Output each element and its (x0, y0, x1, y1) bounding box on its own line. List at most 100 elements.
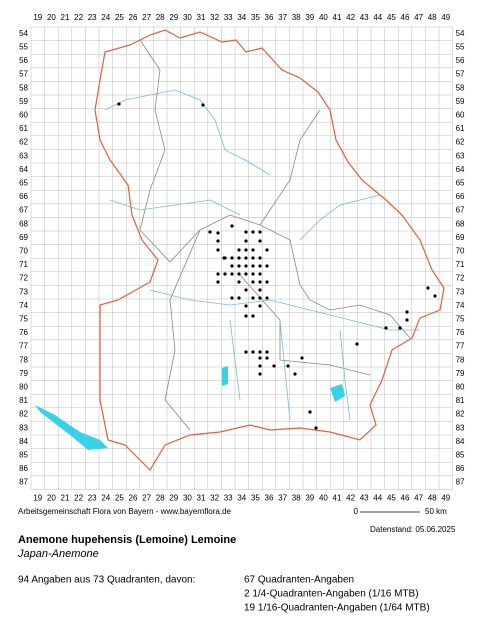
column-label: 37 (278, 13, 287, 22)
row-label: 79 (19, 369, 28, 378)
occurrence-dot (216, 248, 220, 252)
row-label: 70 (456, 247, 465, 256)
row-label: 82 (456, 410, 465, 419)
column-label: 38 (292, 494, 301, 503)
rivers (104, 89, 420, 421)
column-label: 38 (292, 13, 301, 22)
row-label: 59 (456, 97, 465, 106)
occurrence-dot (244, 350, 248, 354)
column-label: 42 (346, 494, 355, 503)
occurrence-dot (244, 264, 248, 268)
column-label: 29 (169, 494, 178, 503)
row-label: 66 (19, 192, 28, 201)
occurrence-dot (258, 304, 262, 308)
column-label: 19 (33, 494, 42, 503)
column-label: 39 (305, 13, 314, 22)
occurrence-dot (398, 326, 402, 330)
row-label: 78 (456, 355, 465, 364)
column-label: 46 (401, 13, 410, 22)
occurrence-dot (208, 230, 212, 234)
column-label: 44 (373, 494, 382, 503)
column-label: 47 (414, 494, 423, 503)
occurrence-dot (300, 356, 304, 360)
occurrence-dot (244, 314, 248, 318)
column-label: 28 (156, 494, 165, 503)
row-label: 69 (19, 233, 28, 242)
row-label: 83 (456, 423, 465, 432)
occurrence-dot (201, 103, 205, 107)
row-label: 73 (19, 287, 28, 296)
occurrence-dot (384, 326, 388, 330)
column-label: 45 (387, 13, 396, 22)
column-label: 47 (414, 13, 423, 22)
detail: 19 1/16-Quadranten-Angaben (1/64 MTB) (244, 603, 430, 614)
column-label: 36 (265, 494, 274, 503)
lake-chiemsee (330, 384, 345, 402)
summary: 94 Angaben aus 73 Quadranten, davon: (18, 575, 195, 586)
occurrence-dot (286, 364, 290, 368)
row-label: 84 (19, 437, 28, 446)
occurrence-dot (258, 230, 262, 234)
row-label: 65 (19, 179, 28, 188)
occurrence-dot (251, 314, 255, 318)
column-label: 32 (210, 13, 219, 22)
column-label: 44 (373, 13, 382, 22)
column-label: 41 (333, 13, 342, 22)
occurrence-dot (265, 280, 269, 284)
detail: 2 1/4-Quadranten-Angaben (1/16 MTB) (244, 589, 419, 600)
row-label: 59 (19, 97, 28, 106)
row-label: 87 (456, 478, 465, 487)
occurrence-dot (251, 296, 255, 300)
row-label: 80 (456, 383, 465, 392)
column-label: 35 (251, 13, 260, 22)
credit: Arbeitsgemeinschaft Flora von Bayern - w… (18, 507, 232, 516)
occurrence-dot (244, 304, 248, 308)
column-label: 27 (142, 494, 151, 503)
column-label: 49 (441, 13, 450, 22)
column-label: 43 (360, 13, 369, 22)
occurrence-dot (258, 296, 262, 300)
occurrence-dot (258, 350, 262, 354)
column-label: 46 (401, 494, 410, 503)
title: Anemone hupehensis (Lemoine) Lemoine (18, 534, 236, 546)
occurrence-dot (244, 239, 248, 243)
occurrence-dot (293, 372, 297, 376)
row-label: 86 (19, 464, 28, 473)
row-label: 63 (19, 151, 28, 160)
occurrence-dot (230, 256, 234, 260)
occurrence-dot (230, 272, 234, 276)
occurrence-dot (308, 410, 312, 414)
row-label: 76 (456, 328, 465, 337)
row-label: 58 (19, 83, 28, 92)
occurrence-dot (237, 264, 241, 268)
column-label: 43 (360, 494, 369, 503)
district-border (139, 39, 411, 431)
row-label: 68 (456, 219, 465, 228)
occurrence-dot (258, 364, 262, 368)
occurrence-dot (258, 239, 262, 243)
row-label: 62 (19, 138, 28, 147)
row-label: 65 (456, 179, 465, 188)
occurrence-dot (258, 272, 262, 276)
lake-ammersee (222, 366, 228, 386)
column-label: 49 (441, 494, 450, 503)
occurrence-dot (244, 288, 248, 292)
column-label: 27 (142, 13, 151, 22)
row-label: 75 (456, 315, 465, 324)
row-label: 63 (456, 151, 465, 160)
row-label: 85 (19, 451, 28, 460)
row-label: 77 (19, 342, 28, 351)
row-label: 71 (456, 260, 465, 269)
column-label: 37 (278, 494, 287, 503)
column-label: 26 (129, 13, 138, 22)
occurrence-dot (237, 280, 241, 284)
row-label: 57 (456, 70, 465, 79)
row-label: 64 (456, 165, 465, 174)
column-label: 20 (47, 494, 56, 503)
row-label: 76 (19, 328, 28, 337)
column-label: 31 (197, 13, 206, 22)
row-label: 60 (19, 111, 28, 120)
row-label: 83 (19, 423, 28, 432)
row-label: 56 (19, 56, 28, 65)
column-label: 40 (319, 494, 328, 503)
